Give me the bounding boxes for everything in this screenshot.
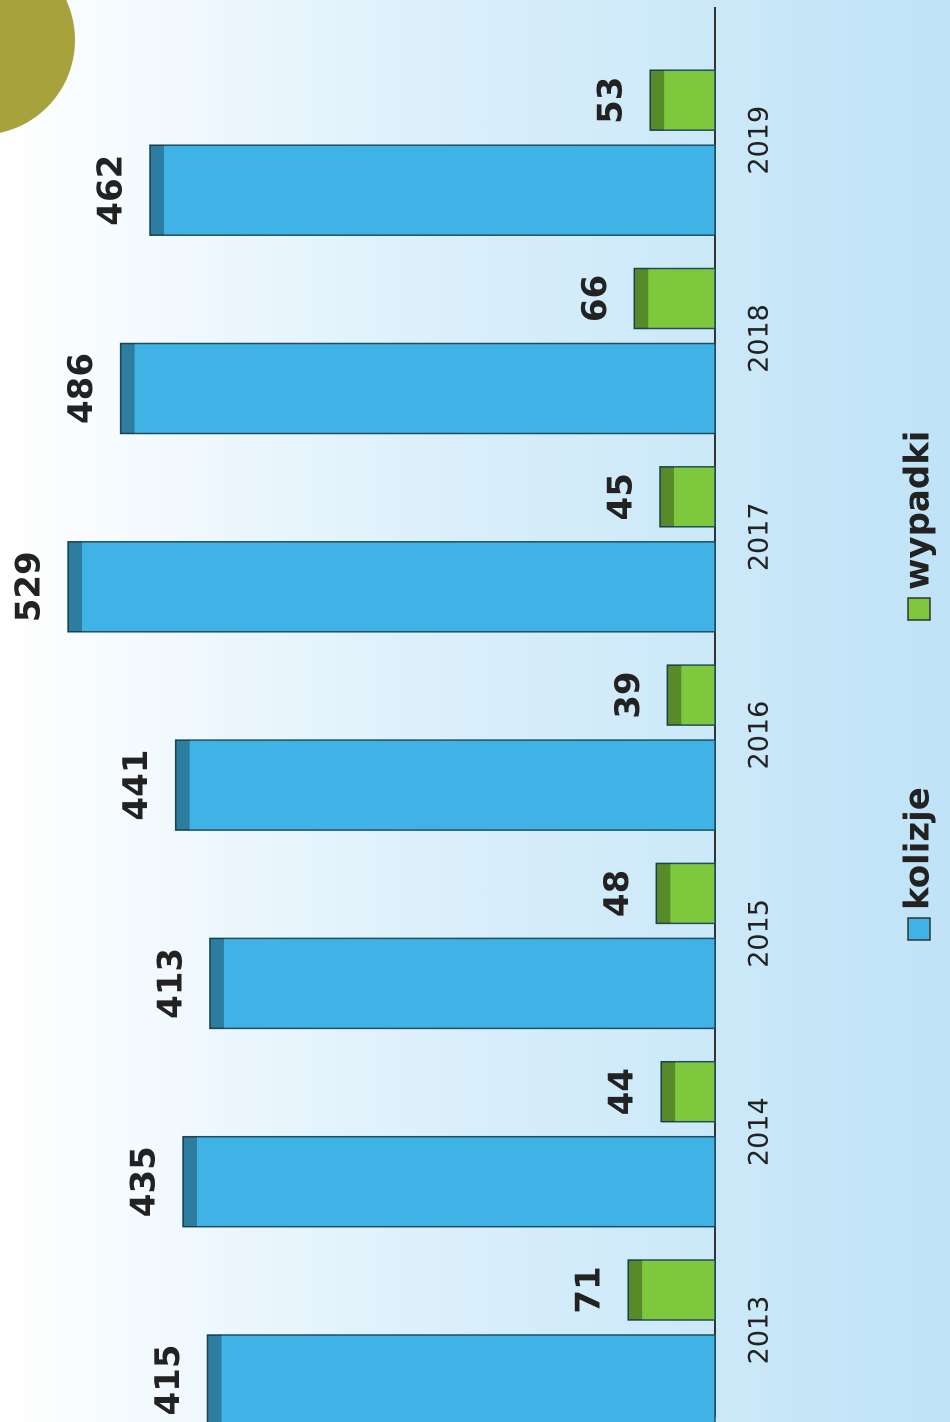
bar xyxy=(659,466,716,528)
value-label: 44 xyxy=(602,1068,642,1115)
value-label: 435 xyxy=(123,1146,163,1217)
legend-swatch xyxy=(907,917,931,941)
plot: 2013 415 71 2014 435 44 2015 413 48 2016 441 39 2017… xyxy=(9,7,938,1422)
decoration xyxy=(0,0,75,133)
x-tick-label: 2015 xyxy=(744,899,775,968)
value-label: 415 xyxy=(148,1345,188,1416)
x-tick-label: 2014 xyxy=(744,1097,775,1166)
bar xyxy=(119,342,716,435)
bar-top xyxy=(207,1335,222,1422)
bar-top xyxy=(656,863,671,924)
x-tick-label: 2016 xyxy=(744,701,775,770)
bar xyxy=(655,862,716,925)
bar xyxy=(649,69,716,131)
value-label: 462 xyxy=(90,155,130,226)
bar-top xyxy=(182,1136,197,1227)
bar-top xyxy=(628,1260,643,1320)
bar xyxy=(67,541,716,633)
bar xyxy=(149,144,716,236)
bar xyxy=(627,1259,716,1321)
bar-top xyxy=(650,70,665,131)
x-tick-label: 2017 xyxy=(744,502,775,571)
bar-top xyxy=(661,1061,676,1122)
value-label: 486 xyxy=(61,353,101,424)
bar-top xyxy=(209,938,224,1029)
bar xyxy=(633,267,716,330)
bar xyxy=(174,739,716,831)
legend-swatch xyxy=(907,597,931,621)
legend-label: wypadki xyxy=(898,431,938,590)
x-tick-label: 2019 xyxy=(744,106,775,175)
bar-top xyxy=(149,145,164,236)
x-tick-label: 2018 xyxy=(744,304,775,373)
bar-top xyxy=(120,343,135,434)
value-label: 71 xyxy=(569,1266,609,1313)
bar xyxy=(666,664,716,726)
value-label: 413 xyxy=(150,948,190,1019)
bar xyxy=(206,1334,716,1422)
value-label: 66 xyxy=(575,275,615,322)
bar-top xyxy=(175,740,190,831)
bar-top xyxy=(634,268,649,329)
bar xyxy=(209,937,716,1030)
value-label: 441 xyxy=(116,750,156,821)
value-label: 529 xyxy=(9,551,49,622)
bar-top xyxy=(659,466,674,527)
bar-top xyxy=(68,541,83,632)
value-label: 48 xyxy=(597,870,637,917)
bar xyxy=(182,1135,716,1228)
value-label: 45 xyxy=(600,473,640,520)
legend-label: kolizje xyxy=(898,787,938,910)
bar-top xyxy=(667,665,682,726)
x-tick-label: 2013 xyxy=(744,1296,775,1365)
value-label: 39 xyxy=(608,671,648,718)
bar xyxy=(660,1060,716,1123)
value-label: 53 xyxy=(591,77,631,124)
